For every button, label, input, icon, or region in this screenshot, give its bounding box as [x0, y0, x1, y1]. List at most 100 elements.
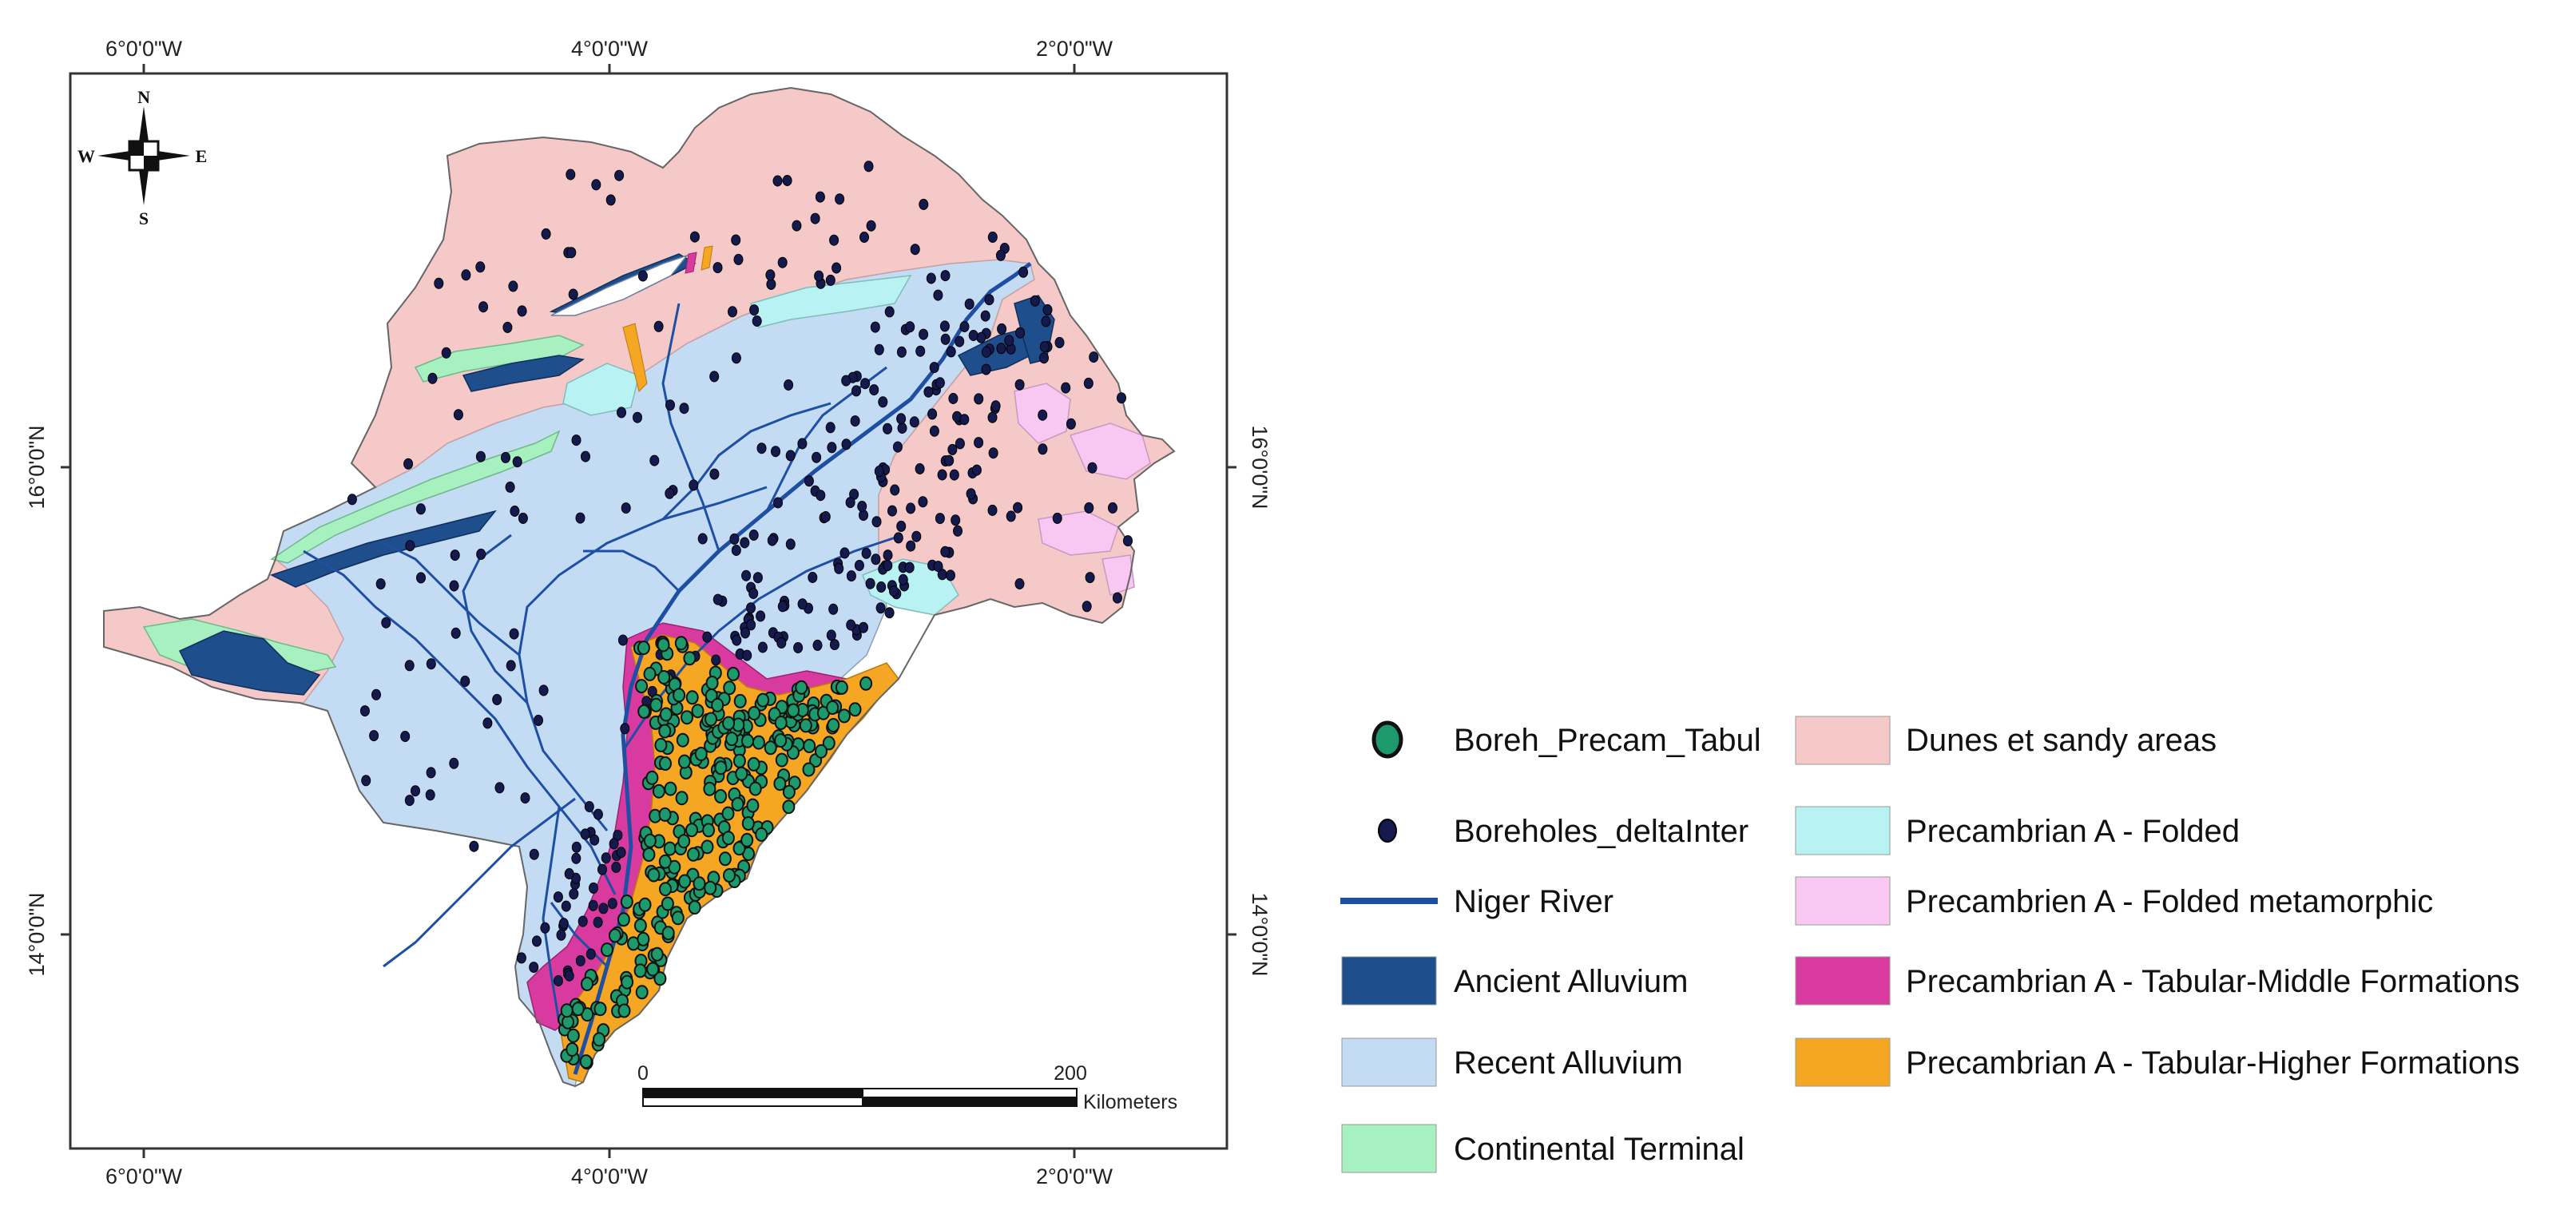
navy-borehole-point	[937, 469, 947, 481]
navy-borehole-point	[1015, 327, 1026, 339]
navy-borehole-point	[620, 723, 630, 735]
navy-borehole-point	[516, 952, 526, 964]
navy-borehole-point	[505, 481, 515, 493]
navy-borehole-point	[812, 639, 823, 651]
green-borehole-point	[787, 703, 800, 718]
navy-borehole-point	[733, 253, 744, 265]
navy-borehole-point	[580, 828, 590, 840]
navy-borehole-point	[860, 378, 871, 390]
green-borehole-point	[683, 651, 697, 666]
green-borehole-point	[654, 737, 668, 752]
green-borehole-point	[746, 798, 760, 813]
navy-borehole-point	[709, 468, 720, 480]
green-borehole-point	[560, 1003, 574, 1018]
navy-borehole-point	[782, 175, 792, 186]
navy-borehole-point	[441, 347, 451, 359]
navy-borehole-point	[633, 411, 642, 423]
green-borehole-point	[703, 781, 716, 796]
legend-item-continental-terminal: Continental Terminal	[1341, 1124, 1744, 1173]
navy-borehole-point	[1123, 535, 1133, 547]
navy-borehole-point	[740, 627, 750, 639]
green-borehole-point	[685, 823, 698, 838]
navy-borehole-point	[611, 861, 621, 873]
navy-borehole-point	[883, 423, 892, 434]
navy-borehole-point	[971, 464, 982, 476]
navy-borehole-point	[857, 501, 867, 512]
navy-borehole-point	[589, 834, 600, 846]
navy-borehole-point	[568, 288, 578, 300]
right-label-16n: 16°0'0"N	[1248, 425, 1272, 509]
folded-metamorphic-4	[1101, 554, 1135, 596]
navy-borehole-point	[415, 503, 426, 515]
navy-borehole-point	[502, 321, 513, 333]
navy-borehole-point	[845, 497, 855, 509]
navy-borehole-point	[756, 442, 767, 454]
navy-borehole-point	[964, 298, 974, 310]
green-borehole-point	[711, 697, 724, 712]
green-borehole-point	[658, 807, 672, 822]
green-borehole-point	[723, 680, 736, 696]
navy-borehole-point	[959, 414, 970, 426]
navy-borehole-point	[974, 393, 984, 405]
legend-item-tabular-higher: Precambrian A - Tabular-Higher Formation…	[1795, 1037, 2519, 1087]
navy-borehole-point	[918, 496, 928, 508]
bottom-label-4w: 4°0'0"W	[571, 1164, 649, 1188]
navy-borehole-point	[939, 320, 950, 332]
navy-borehole-point	[915, 463, 925, 474]
navy-borehole-point	[400, 731, 411, 742]
green-borehole-point	[642, 847, 656, 862]
navy-borehole-point	[1061, 382, 1071, 394]
legend-label: Ancient Alluvium	[1454, 964, 1688, 999]
green-borehole-point	[637, 641, 650, 656]
green-borehole-point	[740, 832, 754, 847]
green-borehole-point	[718, 851, 732, 867]
navy-borehole-point	[510, 506, 520, 517]
navy-borehole-point	[896, 346, 907, 358]
green-borehole-point	[562, 1014, 574, 1029]
green-borehole-point	[848, 702, 862, 717]
green-borehole-point	[649, 697, 663, 712]
navy-borehole-point	[1082, 601, 1092, 613]
navy-borehole-point	[746, 602, 756, 614]
river-branch-8	[661, 303, 720, 552]
navy-borehole-point	[870, 321, 880, 333]
navy-borehole-point	[558, 918, 569, 930]
green-borehole-point	[617, 1003, 631, 1018]
green-borehole-point	[652, 784, 665, 799]
legend-label: Dunes et sandy areas	[1906, 723, 2217, 758]
green-borehole-point	[658, 724, 672, 739]
green-borehole-point	[752, 735, 765, 750]
navy-borehole-point	[968, 330, 978, 341]
navy-borehole-point	[381, 617, 391, 629]
navy-borehole-point	[785, 538, 796, 550]
green-borehole-point	[701, 839, 714, 855]
navy-borehole-point	[566, 247, 577, 259]
navy-borehole-point	[996, 343, 1006, 355]
navy-borehole-point	[926, 272, 936, 284]
navy-borehole-point	[540, 922, 550, 934]
navy-borehole-point	[777, 601, 788, 613]
scale-bar-start-label: 0	[637, 1062, 649, 1085]
green-borehole-point	[608, 928, 621, 943]
navy-borehole-point	[804, 475, 814, 487]
green-borehole-point	[702, 823, 716, 838]
green-borehole-point	[653, 971, 667, 986]
navy-borehole-point	[712, 262, 723, 274]
compass-n-label: N	[137, 87, 150, 107]
navy-borehole-point	[896, 413, 907, 425]
navy-borehole-point	[512, 456, 522, 468]
green-borehole-point	[643, 666, 657, 681]
green-borehole-point	[735, 766, 748, 781]
navy-borehole-point	[575, 955, 585, 966]
navy-borehole-point	[578, 915, 588, 927]
navy-borehole-point	[689, 479, 699, 491]
navy-borehole-point	[588, 899, 598, 911]
navy-borehole-point	[741, 569, 752, 581]
navy-borehole-point	[987, 411, 998, 423]
navy-borehole-point	[731, 234, 741, 246]
navy-borehole-point	[756, 610, 766, 622]
navy-borehole-point	[404, 795, 415, 807]
navy-borehole-point	[508, 280, 518, 292]
navy-borehole-point	[426, 767, 436, 779]
navy-borehole-symbol	[1378, 819, 1397, 843]
